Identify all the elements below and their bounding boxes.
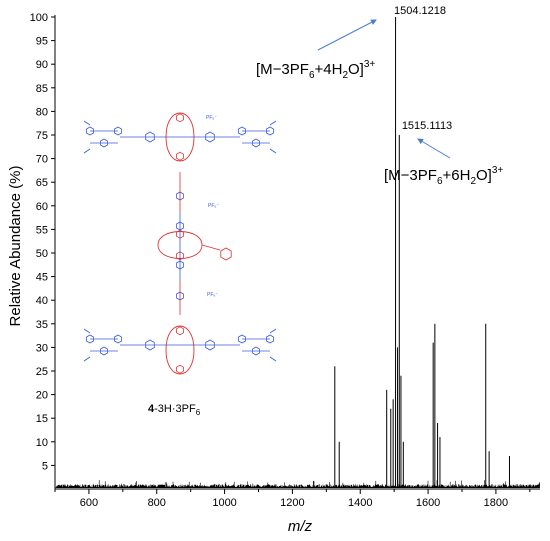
axis-ticks: 5 10 15 20 25 30 35 40 45 50 55 60 65 70 75 80 85 90 95 100… [30,12,531,509]
stopper-bottom-left-ring-2 [86,334,94,344]
y-tick-label-20: 20 [36,390,48,402]
counterion-label-2: PF₆⁻ [208,203,219,209]
spectrum-trace [55,17,540,488]
x-tick-label-1400: 1400 [348,497,372,509]
y-axis-title: Relative Abundance (%) [7,166,24,327]
compound-label: 4-3H·3PF6 [148,403,201,417]
peak-label-1504: 1504.1218 [394,5,446,17]
y-tick-label-25: 25 [36,366,48,378]
stopper-bottom-left-ring-0 [114,334,122,344]
molecule-structure-drawing [83,112,277,375]
succinimide-ring [220,247,232,261]
axle-bottom-ring-right [205,339,215,351]
stopper-bottom-left-tbu [83,328,91,362]
linker-top-triazole [176,191,184,201]
arrow-1515 [417,138,451,159]
counterion-label-1: PF₆⁻ [206,115,217,121]
stopper-top-right-tbu [269,120,277,154]
y-tick-label-90: 90 [36,59,48,71]
crown-ether-bottom-ring-top [176,326,184,336]
axle-top-ring-right [205,131,215,143]
y-tick-label-5: 5 [42,460,48,472]
axle-middle-ring-b [176,260,184,270]
y-tick-label-30: 30 [36,342,48,354]
y-tick-label-60: 60 [36,201,48,213]
stopper-top-right-ring-1 [252,138,260,148]
x-tick-label-800: 800 [148,497,166,509]
y-tick-label-70: 70 [36,154,48,166]
y-tick-label-45: 45 [36,272,48,284]
y-tick-label-80: 80 [36,106,48,118]
crown-ether-bottom [165,325,195,375]
stopper-bottom-left-ring-1 [100,346,108,356]
baseline-noise [55,480,540,488]
linker-bottom-triazole [176,291,184,301]
counterion-label-3: PF₆⁻ [207,292,218,298]
x-tick-label-600: 600 [80,497,98,509]
x-tick-label-1200: 1200 [280,497,304,509]
stopper-top-right-ring-0 [238,126,246,136]
stopper-bottom-right-tbu [269,328,277,362]
y-tick-label-35: 35 [36,319,48,331]
y-tick-label-50: 50 [36,248,48,260]
stopper-bottom-right-ring-1 [252,346,260,356]
crown-ether-top-ring-top [176,113,184,123]
ion-label-4h2o: [M−3PF6+4H2O]3+ [256,59,375,81]
y-tick-label-75: 75 [36,130,48,142]
stopper-top-left-ring-2 [86,126,94,136]
stopper-bottom-right-ring-0 [238,334,246,344]
stopper-top-left-tbu [83,120,91,154]
y-tick-label-15: 15 [36,413,48,425]
y-tick-label-85: 85 [36,83,48,95]
arrow-1504 [317,19,377,51]
crown-ether-top-ring-bottom [176,151,184,161]
ion-label-6h2o: [M−3PF6+6H2O]3+ [384,165,503,187]
y-tick-label-10: 10 [36,437,48,449]
chart-axes [54,15,540,490]
y-tick-label-40: 40 [36,295,48,307]
ester-link [201,244,221,251]
peak-annotations [317,19,451,159]
x-tick-label-1600: 1600 [416,497,440,509]
stopper-top-left-ring-0 [114,126,122,136]
y-tick-label-95: 95 [36,36,48,48]
peak-label-1515: 1515.1113 [402,120,452,132]
axle-middle-ring-a [176,221,184,231]
y-tick-label-55: 55 [36,224,48,236]
stopper-bottom-right-ring-2 [266,334,274,344]
axle-bottom-ring-left [145,339,155,351]
crown-ether-bottom-ring-bottom [176,364,184,374]
y-tick-label-65: 65 [36,177,48,189]
x-tick-label-1000: 1000 [212,497,236,509]
stopper-top-right-ring-2 [266,126,274,136]
axle-top-ring-left [145,131,155,143]
x-tick-label-1800: 1800 [484,497,508,509]
x-axis-title: m/z [288,518,313,535]
y-tick-label-100: 100 [30,12,48,24]
stopper-top-left-ring-1 [100,138,108,148]
